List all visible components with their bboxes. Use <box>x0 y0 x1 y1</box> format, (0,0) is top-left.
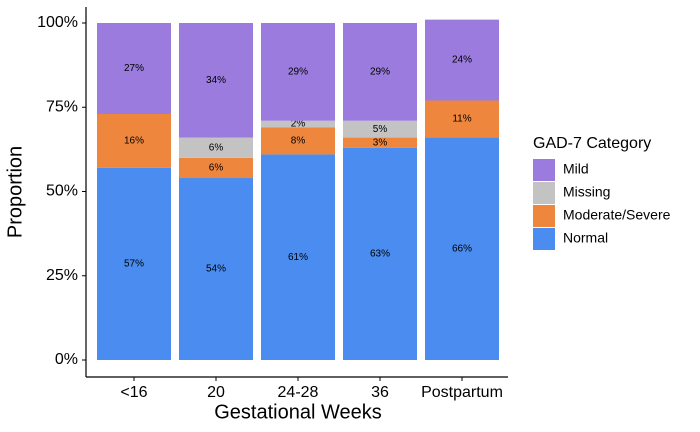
legend-swatch <box>533 159 555 181</box>
legend-label: Missing <box>563 184 610 200</box>
legend-swatch <box>533 182 555 204</box>
data-label: 5% <box>373 124 388 135</box>
bar-segment <box>179 23 253 138</box>
data-label: 8% <box>291 136 306 147</box>
data-label: 27% <box>124 63 144 74</box>
data-label: 6% <box>209 142 224 153</box>
data-label: 57% <box>124 259 144 270</box>
data-label: 61% <box>288 252 308 263</box>
bar-segment <box>179 157 253 179</box>
bar-segment <box>343 120 417 138</box>
y-axis-title: Proportion <box>4 146 26 238</box>
bar-segment <box>179 137 253 158</box>
data-label: 63% <box>370 248 390 259</box>
data-label: 11% <box>452 114 471 125</box>
bar-segment <box>261 154 335 360</box>
bar-segment <box>425 100 499 138</box>
bar-segment <box>261 127 335 155</box>
data-label: 29% <box>370 67 390 78</box>
data-label: 3% <box>373 137 388 148</box>
x-tick-label: 36 <box>371 384 389 401</box>
x-axis-title: Gestational Weeks <box>214 401 382 423</box>
x-tick-label: Postpartum <box>421 384 503 401</box>
bar-segment <box>425 19 499 101</box>
data-label: 34% <box>206 75 226 86</box>
data-label: 66% <box>452 243 472 254</box>
legend-label: Mild <box>563 161 589 177</box>
legend-label: Moderate/Severe <box>563 207 671 223</box>
legend-swatch <box>533 205 555 227</box>
y-tick-label: 75% <box>46 98 78 115</box>
bar-segment <box>179 178 253 360</box>
x-tick-label: 20 <box>207 384 225 401</box>
data-label: 24% <box>452 55 472 66</box>
legend-title: GAD-7 Category <box>533 135 651 152</box>
data-label: 2% <box>291 119 306 130</box>
bar-segment <box>343 137 417 148</box>
y-tick-label: 25% <box>46 267 78 284</box>
bar-segment <box>343 23 417 121</box>
legend-label: Normal <box>563 230 608 246</box>
legend-swatch <box>533 228 555 250</box>
bar-segment <box>261 23 335 121</box>
bar-segment <box>97 23 171 114</box>
bar-segment <box>425 137 499 360</box>
data-label: 54% <box>206 264 226 275</box>
bar-segment <box>97 167 171 360</box>
bar-segment <box>261 120 335 128</box>
x-tick-label: <16 <box>120 384 147 401</box>
x-tick-label: 24-28 <box>278 384 319 401</box>
bar-segment <box>343 147 417 360</box>
y-tick-label: 50% <box>46 183 78 200</box>
data-label: 16% <box>124 136 144 147</box>
y-tick-label: 0% <box>55 351 78 368</box>
data-label: 29% <box>288 67 308 78</box>
data-label: 6% <box>209 163 224 174</box>
bar-segment <box>97 113 171 168</box>
y-tick-label: 100% <box>37 14 78 31</box>
